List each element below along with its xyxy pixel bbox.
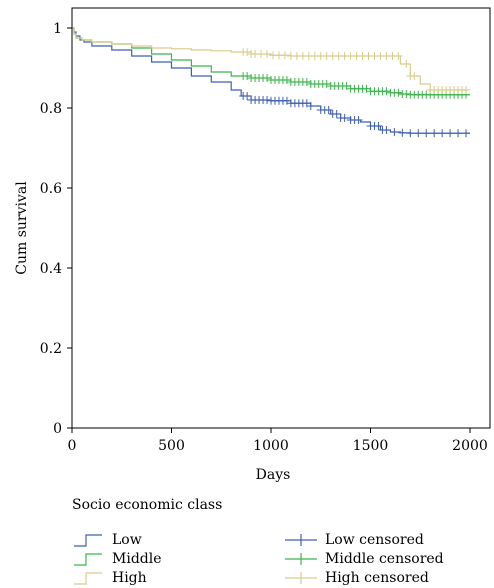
x-tick-label: 1500 <box>353 438 389 454</box>
legend-item-middle: Middle <box>72 550 242 568</box>
series-line-middle <box>72 27 470 96</box>
censor-mark-low <box>390 128 399 136</box>
legend-title: Socio economic class <box>72 497 223 513</box>
y-tick-label: 0.4 <box>40 261 62 277</box>
plot-frame <box>71 7 491 429</box>
censor-mark-middle <box>322 80 331 88</box>
censor-mark-low <box>414 129 423 138</box>
legend-item-high-censored: High censored <box>285 569 485 587</box>
censor-mark-middle <box>243 72 252 80</box>
legend-label-low: Low <box>112 532 142 548</box>
legend-label-middle: Middle <box>112 551 162 567</box>
legend-swatch-middle <box>74 553 102 566</box>
censor-mark-low <box>243 92 252 100</box>
censor-mark-high <box>410 72 419 80</box>
censor-mark-middle <box>402 90 411 98</box>
x-tick-label: 2000 <box>452 438 488 454</box>
censor-mark-high <box>402 60 411 68</box>
censor-mark-low <box>324 106 333 114</box>
censor-mark-low <box>306 102 315 110</box>
censor-mark-high <box>280 51 289 60</box>
y-tick-label: 0.2 <box>40 341 62 357</box>
legend-swatch-middle-censored <box>285 553 317 565</box>
legend-label-high-censored: High censored <box>325 570 429 586</box>
legend-label-high: High <box>112 570 147 586</box>
censor-mark-high <box>263 50 272 58</box>
y-axis-title: Cum survival <box>14 181 30 275</box>
legend-swatch-high <box>74 572 102 585</box>
legend-step-line <box>74 534 102 547</box>
legend-item-low: Low <box>72 531 242 549</box>
censor-mark-low <box>340 114 349 122</box>
y-tick-label: 1 <box>53 21 62 37</box>
legend-cross-line <box>285 572 317 584</box>
censor-mark-low <box>446 129 455 138</box>
legend-step-line <box>74 572 102 585</box>
censor-mark-low <box>438 129 447 138</box>
censor-mark-low <box>398 128 407 137</box>
censor-mark-low <box>382 126 391 134</box>
censor-mark-high <box>243 48 252 56</box>
legend-cross-line <box>285 553 317 565</box>
censor-mark-low <box>406 129 415 138</box>
legend-item-high: High <box>72 569 242 587</box>
censor-mark-middle <box>382 87 391 96</box>
censor-mark-low <box>430 129 439 138</box>
legend-swatch-high-censored <box>285 572 317 584</box>
censor-mark-middle <box>263 74 272 82</box>
censor-mark-high <box>394 52 403 60</box>
legend-step-line <box>74 553 102 566</box>
censor-mark-middle <box>302 78 311 86</box>
censor-mark-low <box>354 116 363 124</box>
legend-item-middle-censored: Middle censored <box>285 550 485 568</box>
censor-mark-middle <box>282 76 291 84</box>
censor-mark-low <box>422 129 431 138</box>
y-tick-label: 0.6 <box>40 181 62 197</box>
censor-mark-low <box>263 96 272 104</box>
x-tick-label: 1000 <box>253 438 289 454</box>
x-tick-label: 0 <box>68 438 77 454</box>
legend-label-middle-censored: Middle censored <box>325 551 444 567</box>
y-tick-label: 0 <box>53 421 62 437</box>
legend-label-low-censored: Low censored <box>325 532 424 548</box>
legend-swatch-low <box>74 534 102 547</box>
y-tick-label: 0.8 <box>40 101 62 117</box>
censor-mark-middle <box>394 88 403 97</box>
x-axis-title: Days <box>256 467 291 483</box>
censor-mark-low <box>454 129 463 138</box>
legend-cross-line <box>285 534 317 546</box>
censor-mark-low <box>332 110 341 118</box>
censor-mark-high <box>462 86 471 94</box>
censor-mark-low <box>374 122 383 130</box>
legend-item-low-censored: Low censored <box>285 531 485 549</box>
censor-mark-low <box>462 129 471 138</box>
legend-swatch-low-censored <box>285 534 317 546</box>
x-tick-label: 500 <box>158 438 185 454</box>
